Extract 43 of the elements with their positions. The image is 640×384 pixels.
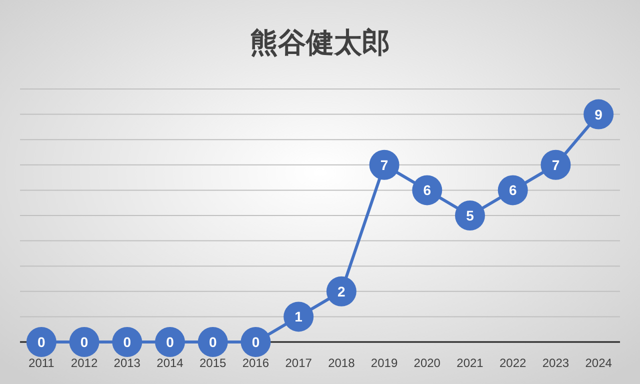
data-label: 0 [252, 334, 260, 350]
point [112, 327, 142, 357]
x-tick-label: 2017 [285, 356, 312, 370]
x-tick-label: 2018 [328, 356, 356, 370]
point [155, 327, 185, 357]
data-label: 0 [208, 334, 217, 350]
data-label: 1 [294, 308, 303, 325]
data-label: 0 [166, 334, 174, 350]
data-label: 5 [466, 208, 474, 224]
point [198, 327, 228, 357]
chart-title: 熊谷健太郎 [250, 27, 390, 58]
x-tick-label: 2016 [242, 356, 270, 370]
x-tick-label: 2022 [500, 356, 527, 370]
point [369, 150, 400, 180]
point [584, 99, 614, 130]
x-tick-label: 2015 [200, 356, 227, 370]
data-label: 6 [508, 182, 517, 198]
data-label: 7 [380, 156, 388, 173]
data-label: 0 [123, 334, 132, 350]
point [240, 327, 271, 357]
data-label: 0 [38, 334, 46, 350]
x-tick-label: 2013 [114, 356, 141, 370]
point [69, 327, 100, 357]
x-tick-label: 2014 [156, 356, 184, 370]
x-tick-label: 2019 [370, 356, 398, 370]
point [455, 200, 485, 230]
data-label: 7 [552, 156, 560, 173]
x-tick-label: 2011 [28, 356, 55, 370]
data-label: 0 [80, 334, 88, 350]
data-label: 9 [594, 106, 603, 122]
point [284, 302, 314, 332]
x-tick-label: 2024 [585, 356, 612, 370]
x-tick-label: 2012 [70, 356, 98, 370]
point [540, 150, 571, 180]
x-tick-label: 2021 [456, 356, 484, 370]
data-label: 6 [423, 182, 432, 198]
x-tick-label: 2020 [414, 356, 441, 370]
point [326, 276, 356, 306]
point [498, 175, 528, 206]
point [412, 175, 442, 206]
data-label: 2 [338, 283, 346, 300]
x-tick-label: 2023 [542, 356, 570, 370]
point [26, 327, 56, 357]
